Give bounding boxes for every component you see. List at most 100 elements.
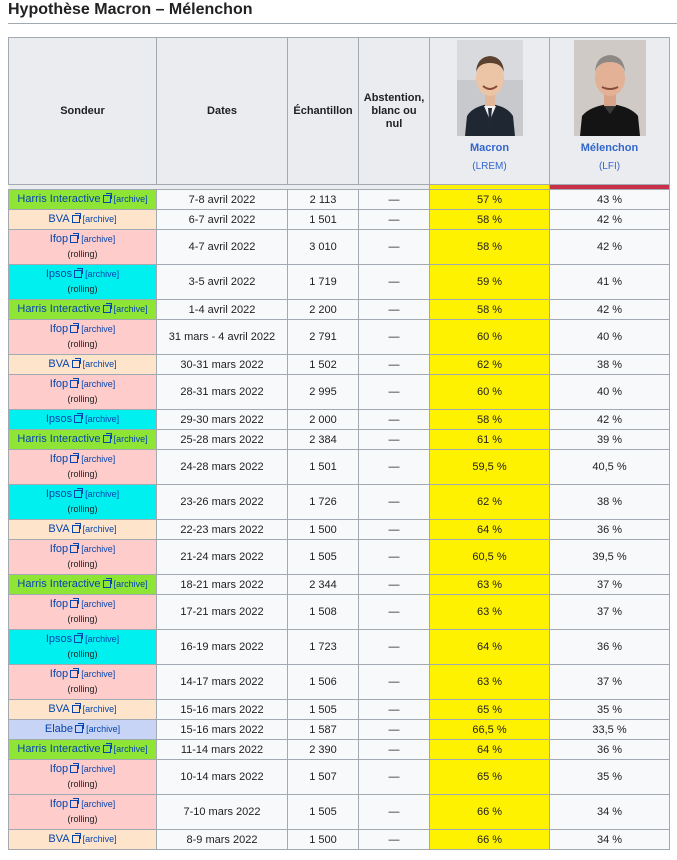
external-link-icon[interactable] bbox=[102, 578, 112, 588]
external-link-icon[interactable] bbox=[70, 763, 80, 773]
pollster-link[interactable]: Ifop bbox=[49, 763, 69, 775]
melenchon-score-cell: 42 % bbox=[549, 209, 670, 230]
archive-link[interactable]: [archive] bbox=[82, 359, 117, 369]
pollster-link[interactable]: Ifop bbox=[49, 543, 69, 555]
archive-link[interactable]: [archive] bbox=[113, 434, 148, 444]
pollster-link[interactable]: Ifop bbox=[49, 453, 69, 465]
archive-link[interactable]: [archive] bbox=[82, 704, 117, 714]
external-link-icon[interactable] bbox=[74, 488, 84, 498]
external-link-icon[interactable] bbox=[74, 413, 84, 423]
pollster-link[interactable]: Ifop bbox=[49, 233, 69, 245]
sample-cell: 3 010 bbox=[287, 229, 359, 265]
macron-portrait-icon[interactable] bbox=[456, 40, 523, 136]
external-link-icon[interactable] bbox=[71, 523, 81, 533]
external-link-icon[interactable] bbox=[70, 453, 80, 463]
candidate-party-macron[interactable]: (LREM) bbox=[472, 161, 507, 172]
pollster-link[interactable]: Ifop bbox=[49, 598, 69, 610]
pollster-cell: BVA [archive] bbox=[8, 209, 157, 230]
pollster-link[interactable]: Harris Interactive bbox=[17, 578, 101, 590]
macron-score-cell: 59,5 % bbox=[429, 449, 550, 485]
archive-link[interactable]: [archive] bbox=[86, 724, 121, 734]
archive-link[interactable]: [archive] bbox=[113, 579, 148, 589]
melenchon-score-cell: 39 % bbox=[549, 429, 670, 450]
pollster-link[interactable]: Harris Interactive bbox=[17, 743, 101, 755]
abstention-cell: — bbox=[358, 574, 430, 595]
external-link-icon[interactable] bbox=[71, 833, 81, 843]
pollster-link[interactable]: Harris Interactive bbox=[17, 193, 101, 205]
pollster-link[interactable]: Harris Interactive bbox=[17, 303, 101, 315]
candidate-name-melenchon[interactable]: Mélenchon bbox=[580, 142, 639, 154]
archive-link[interactable]: [archive] bbox=[113, 744, 148, 754]
melenchon-score-cell: 38 % bbox=[549, 354, 670, 375]
dates-cell: 16-19 mars 2022 bbox=[156, 629, 288, 665]
melenchon-portrait-icon[interactable] bbox=[573, 40, 646, 136]
archive-link[interactable]: [archive] bbox=[85, 634, 120, 644]
external-link-icon[interactable] bbox=[70, 598, 80, 608]
archive-link[interactable]: [archive] bbox=[81, 799, 116, 809]
pollster-link[interactable]: BVA bbox=[48, 213, 70, 225]
archive-link[interactable]: [archive] bbox=[81, 544, 116, 554]
header-abstention[interactable]: Abstention, blanc ou nul bbox=[358, 37, 430, 185]
table-row: Harris Interactive [archive] 18-21 mars 2… bbox=[8, 574, 670, 595]
external-link-icon[interactable] bbox=[102, 433, 112, 443]
pollster-link[interactable]: Ifop bbox=[49, 378, 69, 390]
archive-link[interactable]: [archive] bbox=[81, 324, 116, 334]
external-link-icon[interactable] bbox=[71, 358, 81, 368]
pollster-link[interactable]: BVA bbox=[48, 833, 70, 845]
pollster-cell: Ifop [archive] (rolling) bbox=[8, 759, 157, 795]
pollster-link[interactable]: Ipsos bbox=[45, 633, 73, 645]
pollster-link[interactable]: Ifop bbox=[49, 668, 69, 680]
archive-link[interactable]: [archive] bbox=[85, 414, 120, 424]
external-link-icon[interactable] bbox=[71, 703, 81, 713]
table-row: Ifop [archive] (rolling) 7-10 mars 2022 1 5… bbox=[8, 794, 670, 830]
pollster-cell: Ipsos [archive] (rolling) bbox=[8, 264, 157, 300]
external-link-icon[interactable] bbox=[74, 268, 84, 278]
external-link-icon[interactable] bbox=[70, 543, 80, 553]
table-row: BVA [archive] 15-16 mars 2022 1 505—65 % 35… bbox=[8, 699, 670, 720]
external-link-icon[interactable] bbox=[102, 193, 112, 203]
external-link-icon[interactable] bbox=[102, 743, 112, 753]
rolling-label: (rolling) bbox=[67, 469, 98, 479]
pollster-link[interactable]: Harris Interactive bbox=[17, 433, 101, 445]
header-dates[interactable]: Dates bbox=[156, 37, 288, 185]
external-link-icon[interactable] bbox=[102, 303, 112, 313]
archive-link[interactable]: [archive] bbox=[82, 214, 117, 224]
archive-link[interactable]: [archive] bbox=[85, 269, 120, 279]
archive-link[interactable]: [archive] bbox=[81, 764, 116, 774]
external-link-icon[interactable] bbox=[71, 213, 81, 223]
archive-link[interactable]: [archive] bbox=[82, 834, 117, 844]
pollster-link[interactable]: Elabe bbox=[44, 723, 74, 735]
pollster-cell: Ifop [archive] (rolling) bbox=[8, 229, 157, 265]
archive-link[interactable]: [archive] bbox=[113, 194, 148, 204]
archive-link[interactable]: [archive] bbox=[81, 234, 116, 244]
archive-link[interactable]: [archive] bbox=[113, 304, 148, 314]
archive-link[interactable]: [archive] bbox=[81, 454, 116, 464]
external-link-icon[interactable] bbox=[70, 668, 80, 678]
pollster-link[interactable]: Ifop bbox=[49, 323, 69, 335]
archive-link[interactable]: [archive] bbox=[81, 379, 116, 389]
archive-link[interactable]: [archive] bbox=[82, 524, 117, 534]
table-row: Ifop [archive] (rolling) 14-17 mars 2022 1 … bbox=[8, 664, 670, 700]
pollster-link[interactable]: Ipsos bbox=[45, 413, 73, 425]
pollster-link[interactable]: Ifop bbox=[49, 798, 69, 810]
color-bar-empty bbox=[156, 184, 288, 190]
header-echantillon[interactable]: Échantillon bbox=[287, 37, 359, 185]
archive-link[interactable]: [archive] bbox=[85, 489, 120, 499]
archive-link[interactable]: [archive] bbox=[81, 599, 116, 609]
external-link-icon[interactable] bbox=[70, 378, 80, 388]
external-link-icon[interactable] bbox=[75, 723, 85, 733]
archive-link[interactable]: [archive] bbox=[81, 669, 116, 679]
external-link-icon[interactable] bbox=[70, 233, 80, 243]
external-link-icon[interactable] bbox=[70, 323, 80, 333]
pollster-cell: Ipsos [archive] bbox=[8, 409, 157, 430]
pollster-link[interactable]: BVA bbox=[48, 523, 70, 535]
pollster-link[interactable]: BVA bbox=[48, 703, 70, 715]
external-link-icon[interactable] bbox=[74, 633, 84, 643]
pollster-link[interactable]: Ipsos bbox=[45, 488, 73, 500]
candidate-name-macron[interactable]: Macron bbox=[469, 142, 510, 154]
external-link-icon[interactable] bbox=[70, 798, 80, 808]
pollster-link[interactable]: BVA bbox=[48, 358, 70, 370]
pollster-link[interactable]: Ipsos bbox=[45, 268, 73, 280]
header-sondeur[interactable]: Sondeur bbox=[8, 37, 157, 185]
candidate-party-melenchon[interactable]: (LFI) bbox=[598, 161, 621, 172]
